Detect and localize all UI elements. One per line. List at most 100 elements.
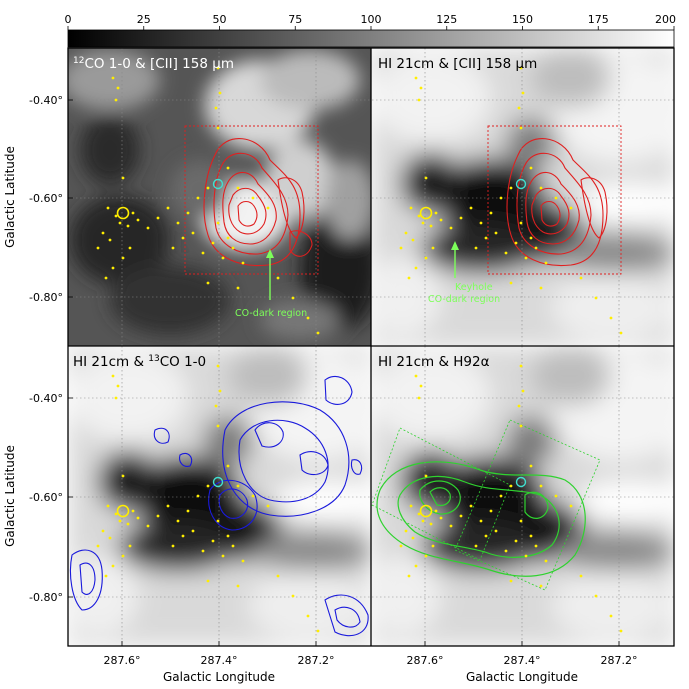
star-marker	[126, 522, 130, 526]
colorbar-tick-label: 75	[288, 13, 302, 26]
star-marker	[218, 389, 222, 393]
star-marker	[474, 544, 478, 548]
star-marker	[519, 364, 523, 368]
star-marker	[417, 214, 421, 218]
star-marker	[114, 512, 118, 516]
star-marker	[221, 256, 225, 260]
grid-lines	[68, 48, 674, 646]
star-marker	[419, 384, 423, 388]
star-marker	[509, 484, 513, 488]
y-tick-label: -0.80°	[29, 591, 63, 604]
star-marker	[539, 186, 543, 190]
star-marker	[594, 594, 598, 598]
star-marker	[404, 529, 408, 533]
13co-contours	[69, 375, 369, 637]
star-marker	[276, 276, 280, 280]
star-marker	[316, 331, 320, 335]
star-marker	[421, 221, 425, 225]
star-marker	[266, 504, 270, 508]
star-marker	[424, 256, 428, 260]
star-marker	[424, 176, 428, 180]
star-marker	[504, 251, 508, 255]
star-marker	[509, 186, 513, 190]
star-marker	[206, 579, 210, 583]
annotation-co-dark-2: CO-dark region	[428, 294, 500, 305]
star-marker	[126, 224, 130, 228]
star-marker	[407, 574, 411, 578]
star-marker	[106, 504, 110, 508]
cluster-circle	[419, 504, 433, 518]
star-marker	[241, 261, 245, 265]
star-marker	[104, 276, 108, 280]
star-marker	[449, 226, 453, 230]
star-marker	[414, 266, 418, 270]
star-marker	[529, 464, 533, 468]
star-marker	[619, 331, 623, 335]
star-marker	[609, 316, 613, 320]
star-marker	[414, 374, 418, 378]
star-marker	[181, 534, 185, 538]
star-marker	[196, 196, 200, 200]
star-marker	[166, 206, 170, 210]
star-marker	[424, 554, 428, 558]
star-marker	[519, 66, 523, 70]
star-marker	[424, 474, 428, 478]
cluster-circle	[116, 206, 130, 220]
star-marker	[131, 509, 135, 513]
star-marker	[517, 106, 521, 110]
star-marker	[186, 509, 190, 513]
star-marker	[111, 266, 115, 270]
star-marker	[136, 516, 140, 520]
star-marker	[484, 236, 488, 240]
star-marker	[479, 519, 483, 523]
panel-co-cii: CO-dark region	[68, 48, 371, 346]
target-circle	[212, 476, 224, 488]
target-circle	[515, 178, 527, 190]
star-marker	[499, 196, 503, 200]
colorbar-ticks: 0 25 50 75 100 125 150 175 200	[65, 13, 676, 30]
star-marker	[206, 186, 210, 190]
star-marker	[499, 494, 503, 498]
star-marker	[216, 221, 220, 225]
star-marker	[218, 91, 222, 95]
star-marker	[514, 539, 518, 543]
star-marker	[128, 544, 132, 548]
star-marker	[544, 261, 548, 265]
star-marker	[539, 286, 543, 290]
star-marker	[449, 524, 453, 528]
star-marker	[411, 238, 415, 242]
x-tick-label: 287.2°	[298, 654, 335, 667]
star-marker	[517, 404, 521, 408]
star-marker	[211, 539, 215, 543]
star-marker	[509, 579, 513, 583]
panel-hi-cii: Keyhole CO-dark region	[371, 48, 674, 346]
star-marker	[539, 484, 543, 488]
star-marker	[519, 221, 523, 225]
star-marker	[291, 296, 295, 300]
star-marker	[176, 519, 180, 523]
star-marker	[569, 206, 573, 210]
star-marker	[114, 98, 118, 102]
star-marker	[111, 374, 115, 378]
star-marker	[399, 544, 403, 548]
star-marker	[316, 629, 320, 633]
star-marker	[201, 251, 205, 255]
star-marker	[251, 494, 255, 498]
star-marker	[156, 216, 160, 220]
star-marker	[291, 594, 295, 598]
star-marker	[429, 522, 433, 526]
star-marker	[431, 544, 435, 548]
cii-contours-hi	[506, 138, 608, 267]
y-tick-labels: -0.40° -0.60° -0.80° -0.40° -0.60° -0.80°	[29, 94, 73, 604]
star-marker	[529, 166, 533, 170]
x-tick-label: 287.2°	[601, 654, 638, 667]
star-marker	[306, 316, 310, 320]
star-markers	[96, 66, 623, 633]
star-marker	[114, 214, 118, 218]
star-marker	[489, 211, 493, 215]
star-marker	[214, 404, 218, 408]
star-marker	[521, 389, 525, 393]
star-marker	[404, 231, 408, 235]
star-marker	[439, 218, 443, 222]
colorbar-tick-label: 125	[436, 13, 457, 26]
